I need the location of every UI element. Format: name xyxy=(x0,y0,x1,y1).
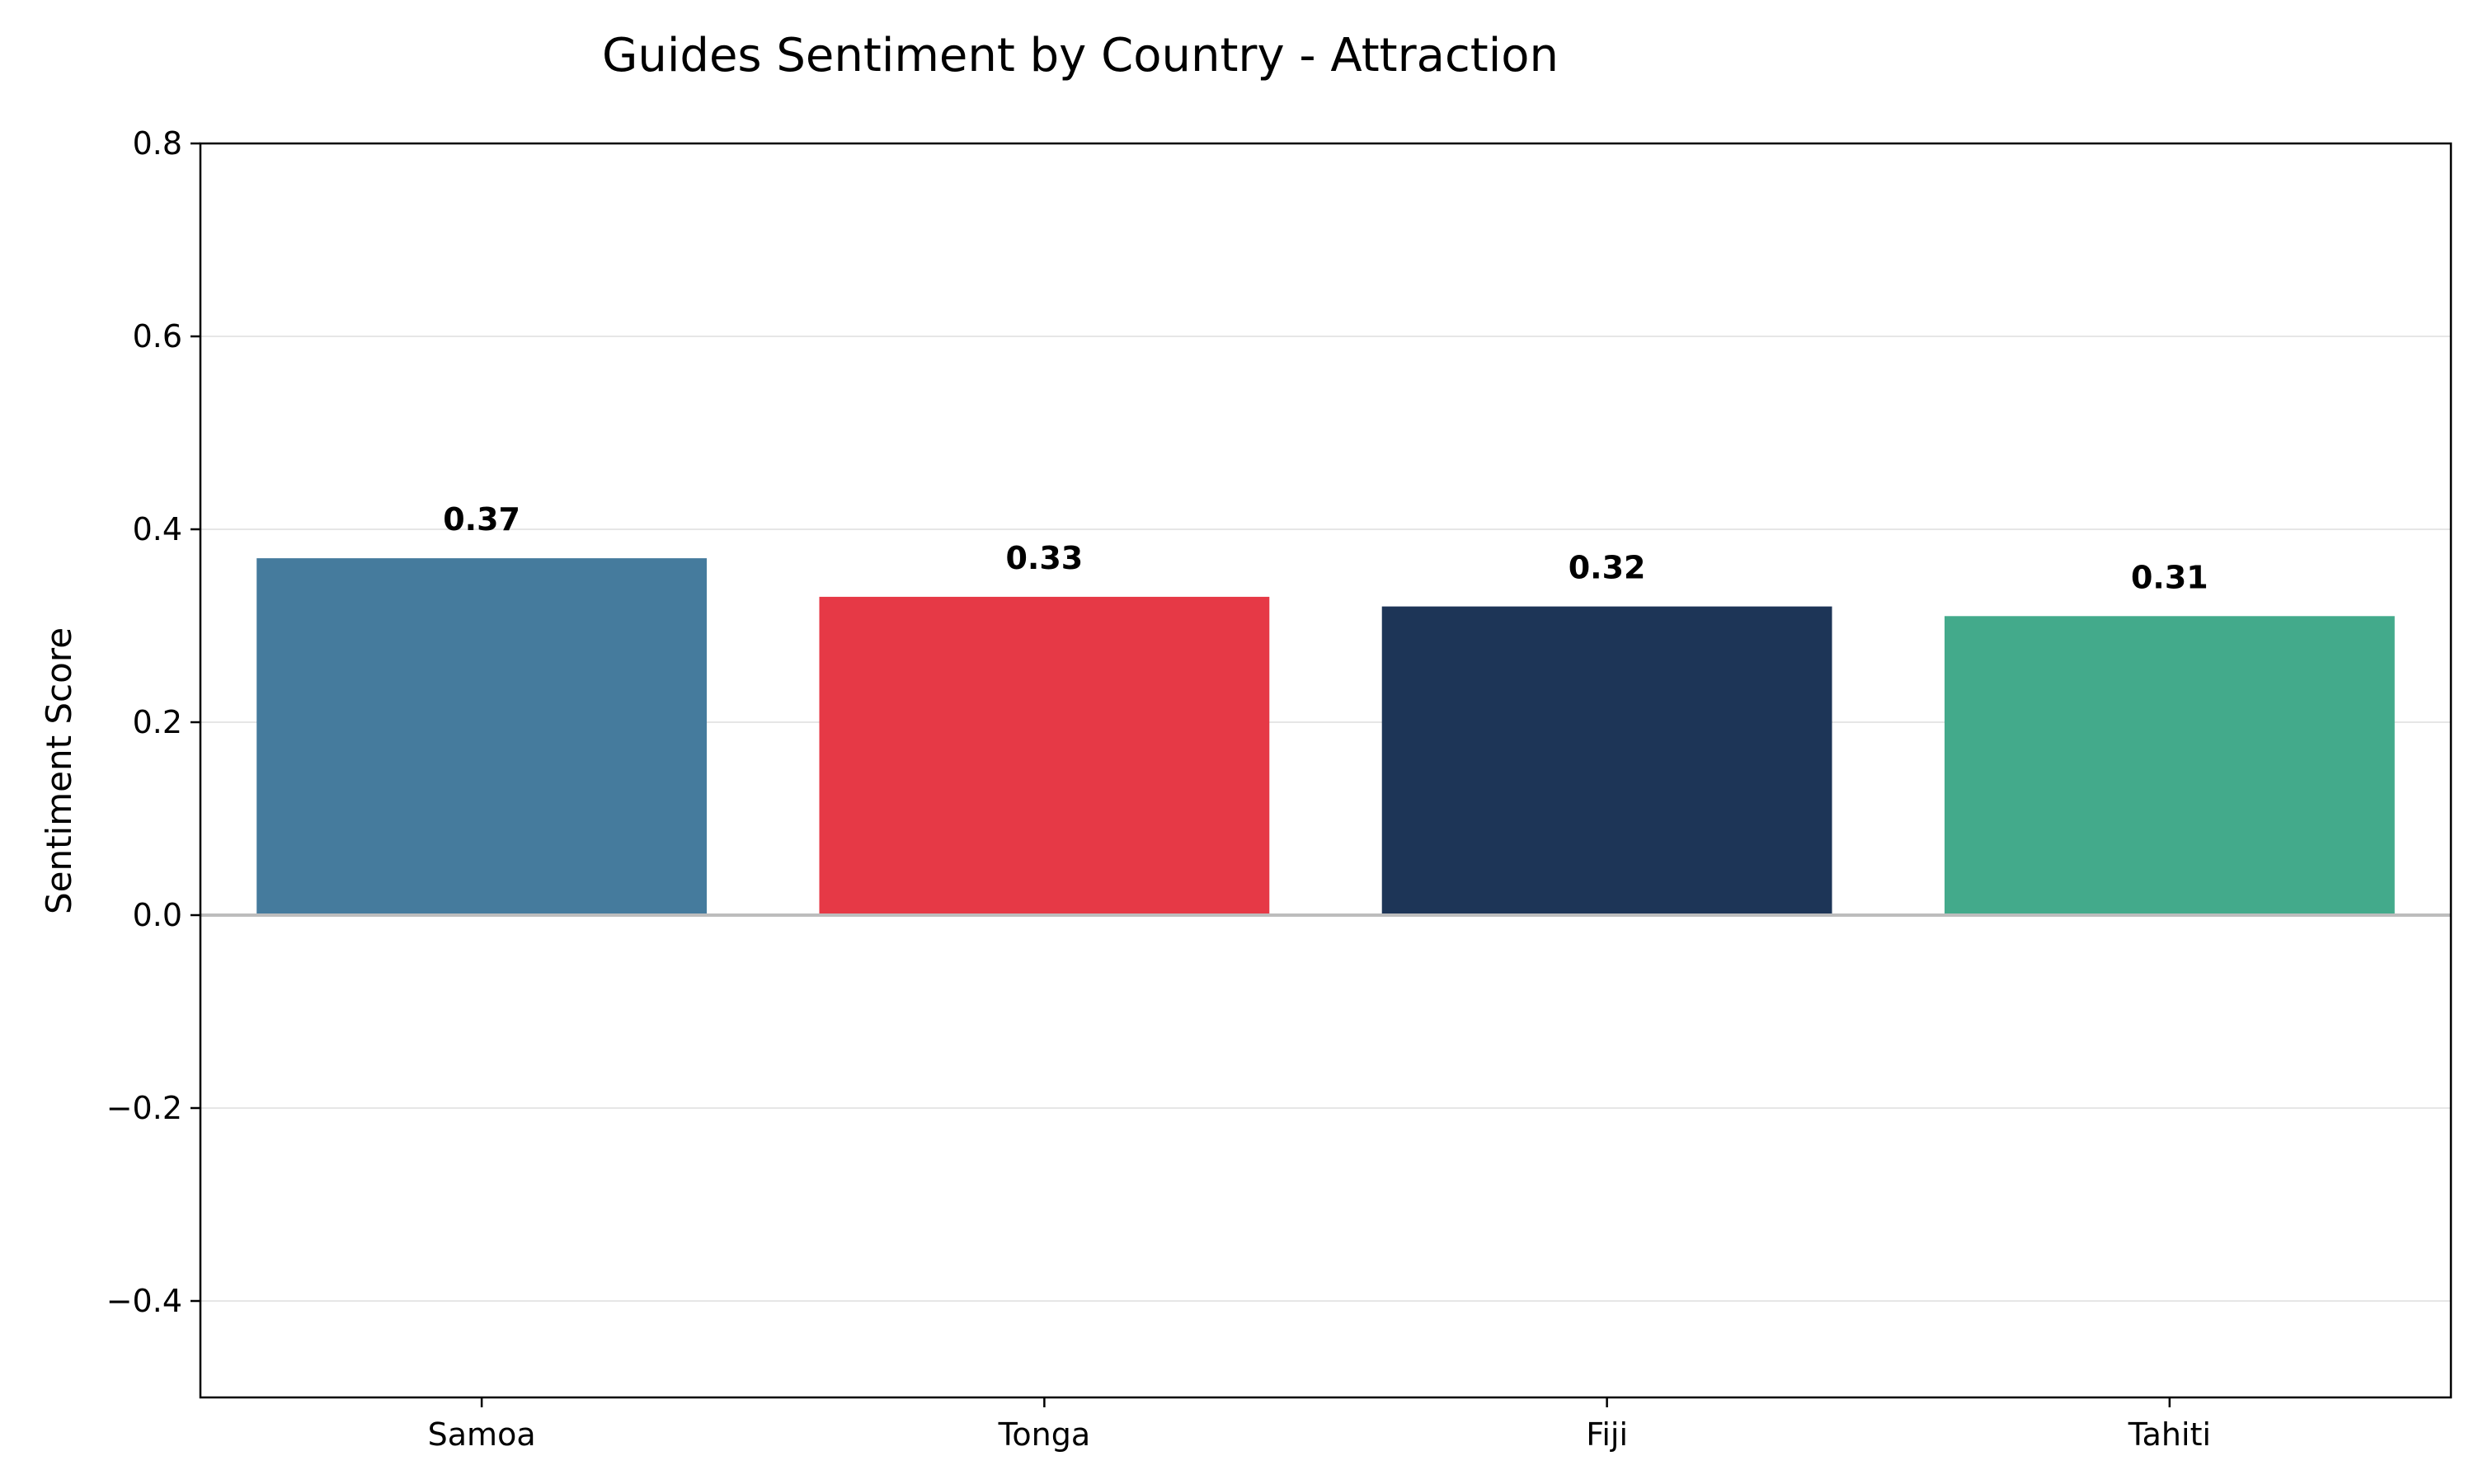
value-label-fiji: 0.32 xyxy=(1569,550,1646,586)
x-tick-label: Tonga xyxy=(998,1416,1091,1453)
value-label-samoa: 0.37 xyxy=(443,501,520,538)
x-tick-label: Fiji xyxy=(1586,1416,1628,1453)
y-tick-label: 0.6 xyxy=(133,318,182,355)
x-tick-label: Samoa xyxy=(428,1416,536,1453)
y-tick-label: 0.0 xyxy=(133,897,182,933)
bar-tonga xyxy=(819,596,1270,915)
y-axis-label: Sentiment Score xyxy=(39,627,79,914)
y-tick-label: −0.4 xyxy=(106,1283,182,1319)
bar-fiji xyxy=(1381,606,1832,915)
value-labels: 0.37 0.33 0.32 0.31 xyxy=(443,501,2208,595)
y-axis-ticks: −0.4 −0.2 0.0 0.2 0.4 0.6 0.8 xyxy=(106,125,200,1319)
bars xyxy=(256,558,2395,915)
x-tick-label: Tahiti xyxy=(2128,1416,2211,1453)
y-tick-label: 0.8 xyxy=(133,125,182,162)
value-label-tahiti: 0.31 xyxy=(2131,559,2208,595)
y-tick-label: −0.2 xyxy=(106,1090,182,1126)
bar-samoa xyxy=(256,558,708,915)
y-tick-label: 0.2 xyxy=(133,704,182,740)
plot-frame xyxy=(199,142,2453,1399)
x-axis-ticks: Samoa Tonga Fiji Tahiti xyxy=(428,1397,2211,1453)
bar-tahiti xyxy=(1944,616,2395,915)
chart-title: Guides Sentiment by Country - Attraction xyxy=(602,29,1559,82)
value-label-tonga: 0.33 xyxy=(1005,540,1083,576)
y-tick-label: 0.4 xyxy=(133,511,182,547)
